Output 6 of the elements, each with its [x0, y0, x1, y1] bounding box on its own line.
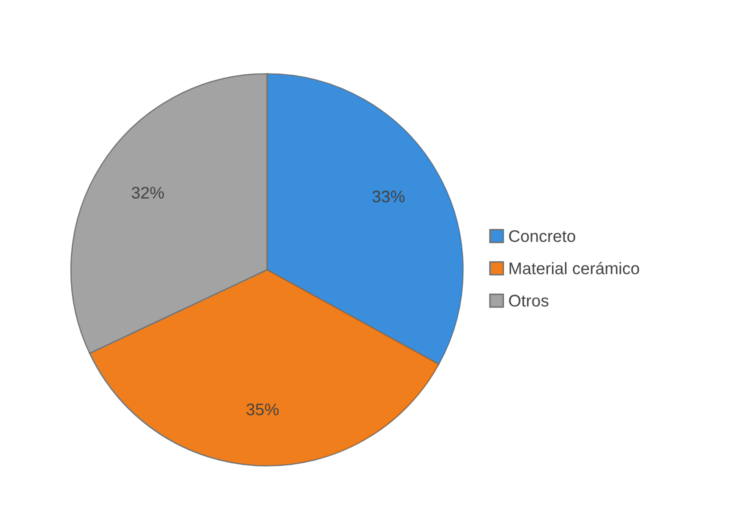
legend-label: Material cerámico — [510, 262, 640, 274]
data-label: 35% — [246, 404, 279, 416]
data-label: 32% — [132, 186, 164, 199]
legend-label: Concreto — [509, 230, 576, 242]
data-label: 33% — [372, 190, 405, 202]
legend-label: Otros — [509, 294, 548, 307]
